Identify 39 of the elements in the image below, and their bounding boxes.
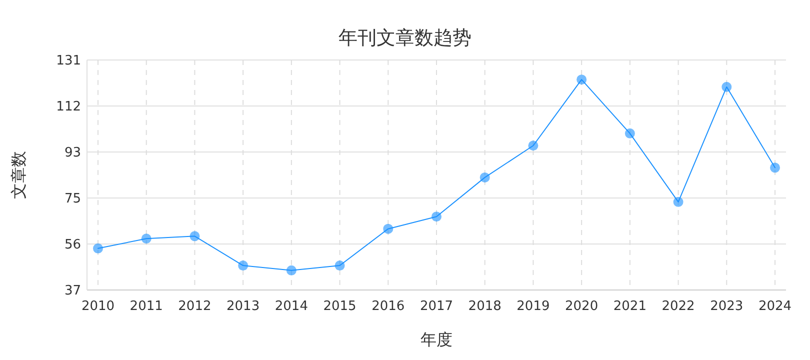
x-tick-label: 2023	[710, 299, 744, 314]
point	[528, 140, 538, 151]
x-tick-label: 2020	[565, 299, 598, 314]
x-tick-label: 2018	[468, 299, 502, 314]
y-tick-label: 93	[64, 146, 81, 160]
point	[190, 231, 200, 242]
y-tick-label: 37	[64, 284, 81, 298]
x-tick-label: 2015	[323, 299, 356, 314]
x-axis-title: 年度	[420, 330, 452, 349]
point	[238, 260, 248, 271]
y-tick-label: 131	[56, 54, 81, 68]
x-tick-label: 2017	[420, 299, 454, 314]
y-axis-title: 文章数	[9, 151, 28, 199]
point	[93, 243, 103, 254]
point	[770, 162, 780, 173]
x-tick-label: 2011	[130, 299, 163, 314]
y-tick-label: 75	[64, 192, 81, 206]
x-tick-label: 2019	[516, 299, 550, 314]
point	[286, 265, 296, 276]
point	[624, 128, 635, 138]
x-tick-label: 2016	[372, 299, 405, 314]
point	[722, 82, 732, 92]
y-tick-label: 112	[56, 100, 81, 114]
point	[673, 196, 684, 207]
x-tick-label: 2021	[613, 299, 646, 314]
x-tick-label: 2012	[178, 299, 212, 314]
x-tick-label: 2022	[662, 299, 695, 314]
point	[432, 212, 442, 222]
point	[141, 234, 152, 244]
x-tick-label: 2024	[758, 299, 792, 314]
point	[334, 260, 345, 271]
x-tick-label: 2013	[226, 299, 260, 314]
y-tick-label: 56	[64, 238, 81, 252]
point	[383, 224, 394, 234]
x-tick-label: 2014	[274, 299, 308, 314]
chart-title: 年刊文章数趋势	[338, 27, 472, 49]
point	[576, 74, 587, 85]
x-tick-label: 2010	[81, 299, 115, 314]
point	[480, 172, 490, 182]
